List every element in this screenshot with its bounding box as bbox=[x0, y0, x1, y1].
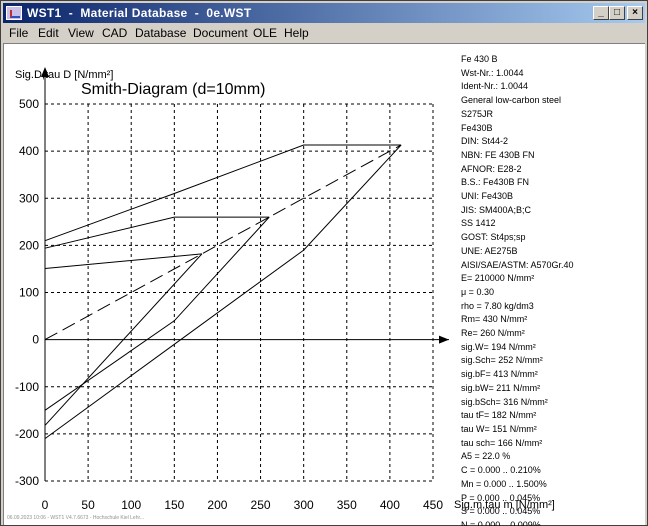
info-line: Re= 260 N/mm² bbox=[461, 328, 525, 339]
menu-file[interactable]: File bbox=[9, 26, 29, 40]
info-line: E= 210000 N/mm² bbox=[461, 273, 535, 284]
minimize-button[interactable]: _ bbox=[593, 6, 609, 20]
chart-tick-labels: 0 50 100 150 200 250 300 350 400 450 -300 -200 -100 0… bbox=[15, 97, 443, 512]
close-button[interactable]: × bbox=[627, 6, 643, 20]
info-line: General low-carbon steel bbox=[461, 95, 562, 106]
info-line: S275JR bbox=[461, 108, 494, 119]
info-line: P = 0.000 .. 0.045% bbox=[461, 492, 541, 503]
info-line: UNE: AE275B bbox=[461, 245, 518, 256]
info-line: tau tF= 182 N/mm² bbox=[461, 410, 537, 421]
info-line: DIN: St44-2 bbox=[461, 136, 509, 147]
x-tick-label: 200 bbox=[207, 498, 227, 512]
info-line: Wst-Nr.: 1.0044 bbox=[461, 67, 524, 78]
footer-note: 06.09.2023 10:06 - WST1 V4.7.6673 - Hoch… bbox=[7, 515, 145, 521]
x-tick-label: 400 bbox=[380, 498, 400, 512]
info-line: C = 0.000 .. 0.210% bbox=[461, 465, 541, 476]
info-line: Fe 430 B bbox=[461, 54, 498, 64]
y-axis-label: Sig.D,tau D [N/mm²] bbox=[15, 69, 113, 81]
y-axis-arrow bbox=[41, 67, 49, 77]
menu-ole[interactable]: OLE bbox=[253, 26, 278, 40]
menu-document[interactable]: Document bbox=[193, 26, 248, 40]
material-info-panel: Fe 430 B Wst-Nr.: 1.0044 Ident-Nr.: 1.0044… bbox=[461, 53, 641, 526]
y-tick-label: -100 bbox=[15, 380, 39, 394]
info-line: tau W= 151 N/mm² bbox=[461, 423, 537, 434]
info-line: NBN: FE 430B FN bbox=[461, 149, 535, 160]
menu-bar: File Edit View CAD Database Document OLE… bbox=[3, 24, 645, 43]
y-tick-label: 0 bbox=[32, 333, 39, 347]
menu-help[interactable]: Help bbox=[284, 26, 309, 40]
series-line-1 bbox=[44, 144, 402, 242]
x-tick-label: 150 bbox=[164, 498, 184, 512]
info-line: sig.bF= 413 N/mm² bbox=[461, 369, 538, 380]
x-tick-label: 0 bbox=[42, 498, 49, 512]
series-line-5 bbox=[44, 253, 202, 269]
info-line: GOST: St4ps;sp bbox=[461, 232, 526, 243]
menu-database[interactable]: Database bbox=[135, 26, 187, 40]
info-line: AFNOR: E28-2 bbox=[461, 163, 522, 174]
maximize-button[interactable]: □ bbox=[609, 6, 625, 20]
x-tick-label: 350 bbox=[337, 498, 357, 512]
y-tick-label: 100 bbox=[19, 286, 39, 300]
title-bar[interactable]: WST1 - Material Database - 0e.WST _ □ × bbox=[3, 3, 645, 23]
y-tick-label: 300 bbox=[19, 191, 39, 205]
info-line: B.S.: Fe430B FN bbox=[461, 177, 530, 188]
info-line: Fe430B bbox=[461, 122, 493, 133]
x-tick-label: 250 bbox=[251, 498, 271, 512]
info-line: sig.bSch= 316 N/mm² bbox=[461, 396, 548, 407]
x-axis-arrow bbox=[439, 335, 449, 344]
menu-view[interactable]: View bbox=[68, 26, 94, 40]
info-line: rho = 7.80 kg/dm3 bbox=[461, 300, 534, 311]
x-tick-label: 50 bbox=[81, 498, 95, 512]
info-line: Ident-Nr.: 1.0044 bbox=[461, 81, 529, 92]
series-line-6 bbox=[44, 253, 203, 426]
info-line: SS 1412 bbox=[461, 218, 496, 229]
window-title: WST1 - Material Database - 0e.WST bbox=[27, 6, 252, 20]
x-tick-label: 100 bbox=[121, 498, 141, 512]
info-line: sig.W= 194 N/mm² bbox=[461, 341, 536, 352]
y-tick-label: 500 bbox=[19, 97, 39, 111]
info-line: N = 0.000 .. 0.009% bbox=[461, 519, 541, 526]
y-tick-label: 200 bbox=[19, 238, 39, 252]
info-line: Mn = 0.000 .. 1.500% bbox=[461, 478, 547, 489]
chart-title: Smith-Diagram (d=10mm) bbox=[81, 81, 265, 98]
chart-grid bbox=[45, 103, 434, 482]
info-line: μ = 0.30 bbox=[461, 286, 494, 297]
x-axis-label: Sig.m,tau m [N/mm²] bbox=[454, 499, 555, 511]
x-tick-label: 450 bbox=[423, 498, 443, 512]
chart-axes bbox=[41, 67, 449, 481]
series-line-4 bbox=[44, 216, 270, 411]
info-line: UNI: Fe430B bbox=[461, 191, 514, 202]
info-line: Rm= 430 N/mm² bbox=[461, 314, 528, 325]
y-tick-label: -200 bbox=[15, 427, 39, 441]
document-area bbox=[3, 43, 645, 525]
info-line: sig.bW= 211 N/mm² bbox=[461, 382, 541, 393]
info-line: tau sch= 166 N/mm² bbox=[461, 437, 543, 448]
app-icon[interactable] bbox=[6, 6, 22, 20]
info-line: sig.Sch= 252 N/mm² bbox=[461, 355, 543, 366]
chart-series bbox=[44, 144, 402, 440]
series-line-2 bbox=[44, 144, 402, 440]
y-tick-label: 400 bbox=[19, 144, 39, 158]
info-line: A5 = 22.0 % bbox=[461, 451, 511, 462]
menu-cad[interactable]: CAD bbox=[102, 26, 128, 40]
y-tick-label: -300 bbox=[15, 474, 39, 488]
info-line: S = 0.000 .. 0.045% bbox=[461, 506, 541, 517]
menu-edit[interactable]: Edit bbox=[38, 26, 59, 40]
x-tick-label: 300 bbox=[294, 498, 314, 512]
info-line: AISI/SAE/ASTM: A570Gr.40 bbox=[461, 259, 574, 270]
info-line: JIS: SM400A;B;C bbox=[461, 204, 532, 215]
series-line-3 bbox=[44, 216, 270, 249]
series-line-7 bbox=[44, 144, 402, 341]
